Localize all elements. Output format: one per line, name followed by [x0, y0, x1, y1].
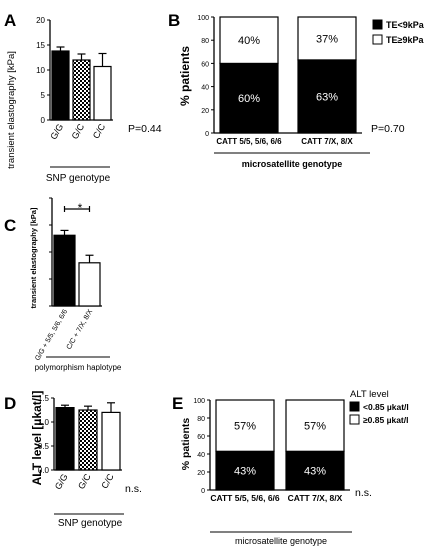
e-y-tick-label: 60	[197, 434, 205, 441]
b-y-tick-label: 20	[201, 108, 209, 115]
d-y-tick-label: 1.5	[38, 394, 50, 403]
panel-e-xlabel: microsatellite genotype	[235, 536, 327, 546]
c-x-tick-label: C/C + 7/X, 8/X	[66, 308, 95, 351]
panel-c: C transient elastography [kPa] G/G + 5/5…	[4, 197, 122, 372]
b-segment	[297, 59, 357, 134]
d-bar	[101, 411, 121, 471]
panel-d-ylabel: ALT level [µkat/l]	[30, 391, 44, 486]
panel-b-letter: B	[168, 11, 180, 30]
e-y-tick-label: 0	[201, 488, 205, 495]
a-y-tick-label: 20	[36, 16, 45, 25]
panel-a-ylabel: transient elastography [kPa]	[6, 51, 17, 169]
b-data-label: 60%	[238, 93, 260, 105]
d-bar	[78, 409, 98, 471]
e-segment	[285, 450, 345, 491]
panel-d-letter: D	[4, 394, 16, 413]
d-y-tick-label: 1.0	[38, 418, 50, 427]
panel-b-ylabel: % patients	[178, 46, 192, 106]
b-data-label: 63%	[316, 91, 338, 103]
e-segment	[215, 399, 275, 452]
b-segment	[297, 16, 357, 61]
a-x-tick-label: G/G	[48, 122, 65, 141]
panel-d-xlabel: SNP genotype	[58, 518, 123, 529]
panel-d-pvalue: n.s.	[125, 483, 142, 495]
panel-e-ylabel: % patients	[180, 418, 192, 471]
e-data-label: 57%	[304, 421, 326, 433]
panel-a-letter: A	[4, 11, 16, 30]
b-legend-label: TE<9kPa	[386, 20, 425, 30]
panel-c-plot: G/G + 5/5, 5/6, 6/6C/C + 7/X, 8/X	[34, 197, 102, 362]
b-segment	[219, 62, 279, 134]
panel-c-ylabel: transient elastography [kPa]	[29, 207, 38, 308]
d-y-tick-label: 0.0	[38, 466, 50, 475]
b-y-tick-label: 60	[201, 61, 209, 68]
b-legend-swatch	[372, 34, 383, 45]
panel-c-significance: *	[78, 201, 83, 215]
d-y-tick-label: 0.5	[38, 442, 50, 451]
e-x-tick-label: CATT 5/5, 5/6, 6/6	[210, 493, 280, 503]
panel-c-letter: C	[4, 216, 16, 235]
b-legend-swatch	[372, 19, 383, 30]
panel-a: A transient elastography [kPa] 0 5 10 15 20 G…	[4, 11, 162, 184]
c-bar	[53, 234, 76, 307]
d-x-tick-label: G/C	[76, 472, 93, 491]
e-y-tick-label: 20	[197, 470, 205, 477]
c-x-tick-label: G/G + 5/5, 5/6, 6/6	[34, 308, 69, 362]
panel-b-legend: TE<9kPa TE≥9kPa	[372, 19, 425, 45]
a-bar	[51, 50, 70, 121]
panel-d-plot: 0.0 0.5 1.0 1.5 G/G G/C C/C	[38, 394, 122, 491]
b-x-tick-label: CATT 7/X, 8/X	[301, 137, 353, 146]
panel-b-xlabel: microsatellite genotype	[242, 159, 343, 169]
a-bar	[72, 59, 91, 121]
panel-b: B % patients 0 20 40 60 80 100 60% 40% CATT 5/5,…	[168, 11, 425, 169]
a-y-tick-label: 15	[36, 41, 45, 50]
e-data-label: 43%	[234, 466, 256, 478]
a-y-tick-label: 5	[41, 91, 46, 100]
e-data-label: 43%	[304, 466, 326, 478]
e-legend-label: <0.85 µkat/l	[363, 402, 409, 412]
e-x-tick-label: CATT 7/X, 8/X	[288, 493, 343, 503]
panel-a-pvalue: P=0.44	[128, 123, 162, 135]
b-y-tick-label: 40	[201, 85, 209, 92]
panel-e-plot: 0 20 40 60 80 100 43% 57% CATT 5/5, 5/6, 6/6 43% 5…	[193, 398, 350, 503]
e-data-label: 57%	[234, 421, 256, 433]
a-bar	[93, 65, 112, 121]
e-y-tick-label: 100	[193, 398, 205, 405]
panel-b-plot: 0 20 40 60 80 100 60% 40% CATT 5/5, 5/6, 6/6 63% 3…	[197, 15, 362, 146]
panel-e-pvalue: n.s.	[355, 487, 372, 499]
panel-c-xlabel: polymorphism haplotype	[35, 363, 122, 372]
panel-d: D ALT level [µkat/l] 0.0 0.5 1.0 1.5 G/G G/C C…	[4, 391, 142, 529]
panel-e-letter: E	[172, 394, 183, 413]
d-x-tick-label: C/C	[99, 472, 116, 491]
b-data-label: 40%	[238, 35, 260, 47]
e-segment	[215, 450, 275, 491]
e-segment	[285, 399, 345, 452]
a-x-tick-label: C/C	[91, 122, 108, 141]
panel-a-plot: 0 5 10 15 20 G/G G/C C/C	[36, 16, 113, 141]
e-legend-swatch	[349, 401, 360, 412]
b-y-tick-label: 100	[197, 15, 209, 22]
b-y-tick-label: 80	[201, 38, 209, 45]
c-bar	[78, 262, 101, 307]
e-y-tick-label: 40	[197, 452, 205, 459]
panel-e: E % patients 0 20 40 60 80 100 43% 57% CATT 5/5,…	[172, 389, 409, 546]
e-legend-label: ≥0.85 µkat/l	[363, 415, 408, 425]
b-legend-label: TE≥9kPa	[386, 35, 424, 45]
panel-b-pvalue: P=0.70	[371, 123, 405, 135]
e-legend-swatch	[349, 414, 360, 425]
a-y-tick-label: 0	[41, 116, 46, 125]
a-x-tick-label: G/C	[70, 122, 87, 141]
panel-e-legend-title: ALT level	[350, 389, 389, 400]
a-y-tick-label: 10	[36, 66, 45, 75]
panel-a-xlabel: SNP genotype	[46, 173, 111, 184]
e-y-tick-label: 80	[197, 416, 205, 423]
d-x-tick-label: G/G	[53, 472, 70, 491]
b-segment	[219, 16, 279, 65]
b-x-tick-label: CATT 5/5, 5/6, 6/6	[216, 137, 282, 146]
b-y-tick-label: 0	[205, 131, 209, 138]
panel-e-legend: <0.85 µkat/l ≥0.85 µkat/l	[349, 401, 409, 425]
b-data-label: 37%	[316, 33, 338, 45]
d-bar	[55, 407, 75, 471]
